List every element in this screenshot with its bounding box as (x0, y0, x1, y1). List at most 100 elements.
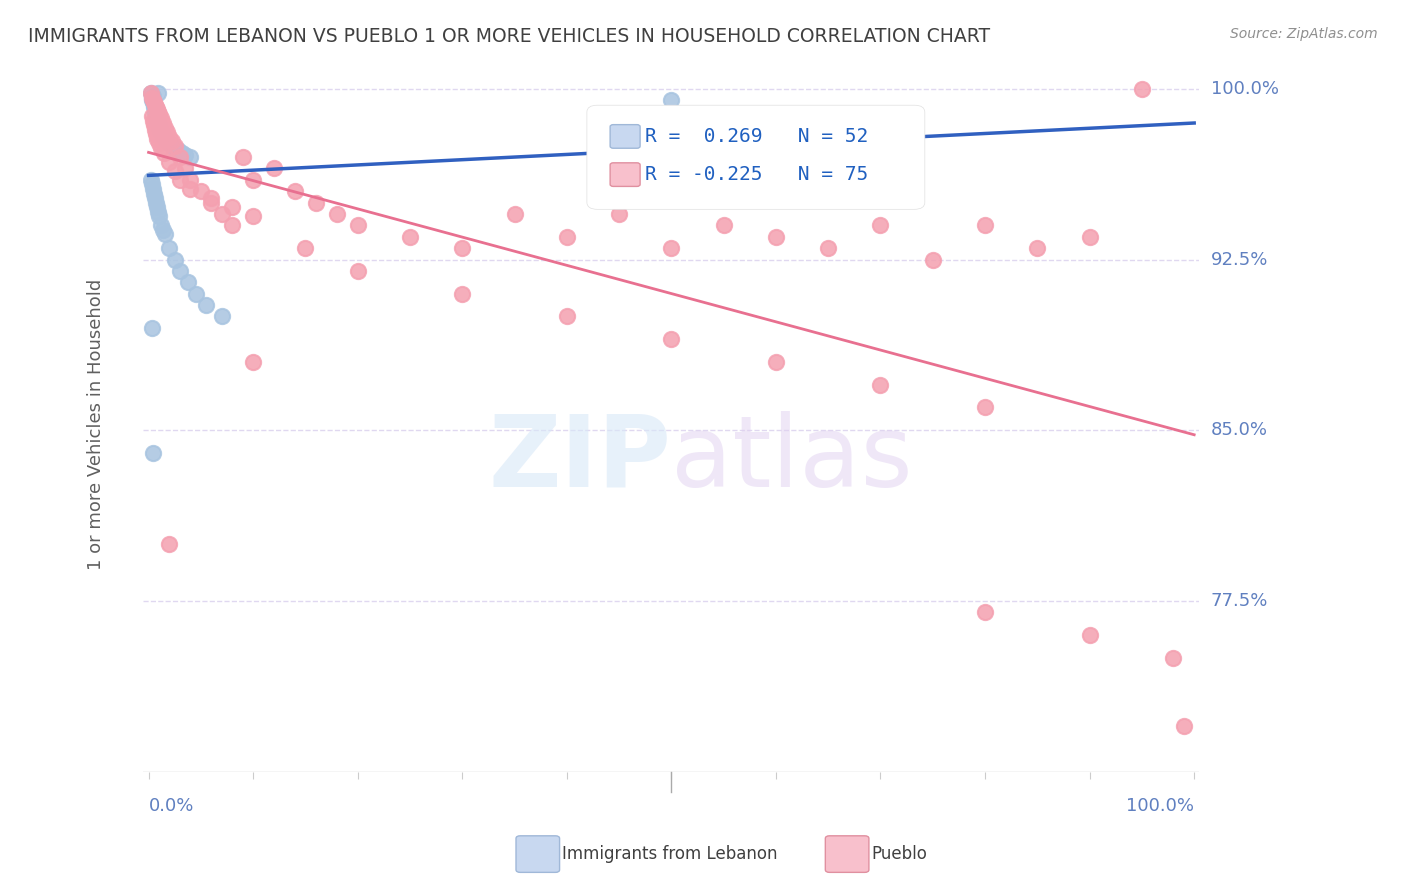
Text: Immigrants from Lebanon: Immigrants from Lebanon (562, 845, 778, 863)
Point (869, 219, 891, 233)
Point (713, 219, 735, 233)
Point (200, 191, 222, 205)
Point (141, 320, 163, 334)
Point (148, 209, 170, 223)
Point (169, 264, 191, 278)
Point (184, 286, 207, 301)
Point (399, 229, 422, 244)
Text: atlas: atlas (672, 410, 912, 508)
Point (139, 87, 162, 101)
Point (145, 100, 167, 114)
Point (150, 112, 173, 126)
Point (1161, 650, 1184, 665)
Point (174, 161, 197, 176)
Point (146, 132, 169, 146)
Point (1078, 628, 1101, 642)
Point (141, 109, 163, 123)
Point (974, 219, 997, 233)
Point (148, 120, 170, 135)
Point (160, 138, 183, 153)
Point (170, 145, 193, 160)
Point (145, 195, 167, 210)
Point (143, 97, 166, 112)
Text: 92.5%: 92.5% (1211, 251, 1268, 268)
Point (142, 93, 165, 107)
FancyBboxPatch shape (610, 125, 640, 148)
Point (143, 122, 166, 136)
Point (195, 298, 218, 312)
Point (146, 103, 169, 117)
Point (765, 355, 787, 369)
Point (169, 173, 191, 187)
Point (200, 195, 222, 210)
Point (146, 200, 169, 214)
Point (974, 401, 997, 415)
Point (152, 116, 174, 130)
Point (142, 446, 165, 460)
Point (145, 107, 167, 121)
Point (159, 241, 181, 255)
FancyBboxPatch shape (586, 105, 925, 210)
Point (159, 154, 181, 169)
Point (242, 355, 264, 369)
Point (211, 310, 233, 324)
Point (159, 136, 181, 151)
Point (211, 207, 233, 221)
Point (142, 88, 165, 103)
Text: R =  0.269   N = 52: R = 0.269 N = 52 (645, 127, 869, 146)
Point (555, 229, 578, 244)
Point (163, 252, 186, 267)
Point (146, 87, 169, 101)
Text: 100.0%: 100.0% (1126, 797, 1194, 814)
Point (221, 200, 243, 214)
Point (190, 184, 212, 198)
Point (661, 241, 683, 255)
Point (141, 93, 163, 107)
Point (163, 138, 186, 153)
Point (503, 207, 526, 221)
Point (1173, 719, 1195, 733)
Point (451, 241, 474, 255)
Point (142, 182, 165, 196)
Text: R = -0.225   N = 75: R = -0.225 N = 75 (645, 165, 869, 184)
Point (146, 116, 169, 130)
Point (242, 173, 264, 187)
Point (177, 275, 200, 289)
Text: 1 or more Vehicles in Household: 1 or more Vehicles in Household (87, 279, 105, 570)
Text: 77.5%: 77.5% (1211, 592, 1268, 610)
Point (150, 219, 173, 233)
Point (174, 148, 197, 162)
Point (145, 128, 167, 142)
Point (451, 286, 474, 301)
Point (149, 122, 172, 136)
Point (142, 118, 165, 132)
Point (607, 207, 630, 221)
Point (143, 104, 166, 119)
Point (242, 209, 264, 223)
Text: 0.0%: 0.0% (149, 797, 194, 814)
Point (142, 186, 165, 201)
Point (163, 141, 186, 155)
Text: ZIP: ZIP (488, 410, 672, 508)
Point (294, 241, 316, 255)
Text: 85.0%: 85.0% (1211, 421, 1268, 439)
Point (346, 264, 368, 278)
Point (179, 150, 201, 164)
Point (817, 241, 839, 255)
Point (142, 97, 165, 112)
Point (326, 207, 349, 221)
Point (179, 182, 201, 196)
Point (143, 191, 166, 205)
Point (146, 112, 169, 126)
Point (141, 91, 163, 105)
Point (1026, 241, 1049, 255)
Point (263, 161, 285, 176)
Point (146, 104, 169, 119)
Point (169, 150, 191, 164)
Point (150, 125, 173, 139)
Point (765, 229, 787, 244)
Point (974, 605, 997, 619)
Point (221, 219, 243, 233)
Point (142, 100, 165, 114)
Point (155, 132, 177, 146)
